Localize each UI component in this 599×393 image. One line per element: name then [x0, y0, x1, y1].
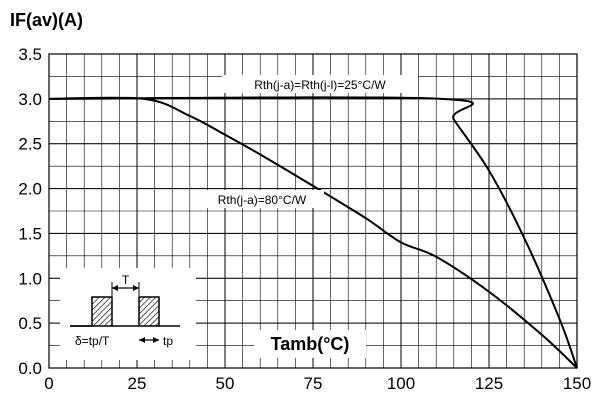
- x-axis-title-bg: [254, 330, 366, 358]
- data-series: [48, 96, 578, 369]
- x-tick-labels: 0 25 50 75 100 125 150: [44, 374, 591, 393]
- tp-arrowhead-right: [153, 337, 159, 343]
- series-line-1: [48, 96, 578, 369]
- curve-label-1: Rth(j-a)=Rth(j-l)=25°C/W: [254, 78, 386, 92]
- y-tick-label: 3.5: [18, 45, 42, 64]
- x-tick-label: 0: [44, 374, 53, 393]
- x-tick-label: 50: [216, 374, 235, 393]
- pulse-2: [138, 296, 160, 327]
- x-axis-title: Tamb(°C): [271, 334, 350, 354]
- x-tick-label: 125: [475, 374, 503, 393]
- y-axis-title: IF(av)(A): [10, 10, 83, 30]
- period-arrowhead-left: [112, 285, 118, 291]
- y-tick-label: 0.5: [18, 314, 42, 333]
- x-tick-label: 25: [128, 374, 147, 393]
- x-tick-label: 100: [387, 374, 415, 393]
- series-line-2: [48, 96, 578, 369]
- inset-period-label: T: [122, 273, 130, 287]
- y-tick-label: 1.5: [18, 224, 42, 243]
- tp-arrowhead-left: [139, 337, 145, 343]
- period-arrowhead-right: [133, 285, 139, 291]
- y-tick-label: 0.0: [18, 359, 42, 378]
- curve-label-1-bg: [222, 75, 418, 93]
- y-tick-label: 3.0: [18, 90, 42, 109]
- y-tick-label: 2.0: [18, 180, 42, 199]
- inset-tp-label: tp: [163, 334, 173, 348]
- y-tick-label: 2.5: [18, 135, 42, 154]
- y-tick-label: 1.0: [18, 269, 42, 288]
- pulse-inset: T δ=tp/T tp: [60, 268, 196, 360]
- inset-background: [60, 268, 196, 360]
- x-tick-label: 75: [304, 374, 323, 393]
- x-tick-label: 150: [563, 374, 591, 393]
- plot-frame: [48, 53, 578, 369]
- pulse-1: [91, 296, 113, 327]
- inset-duty-label: δ=tp/T: [75, 334, 110, 348]
- curve-label-2: Rth(j-a)=80°C/W: [218, 193, 307, 207]
- y-tick-labels: 0.0 0.5 1.0 1.5 2.0 2.5 3.0 3.5: [18, 45, 42, 378]
- curve-label-2-bg: [200, 190, 324, 208]
